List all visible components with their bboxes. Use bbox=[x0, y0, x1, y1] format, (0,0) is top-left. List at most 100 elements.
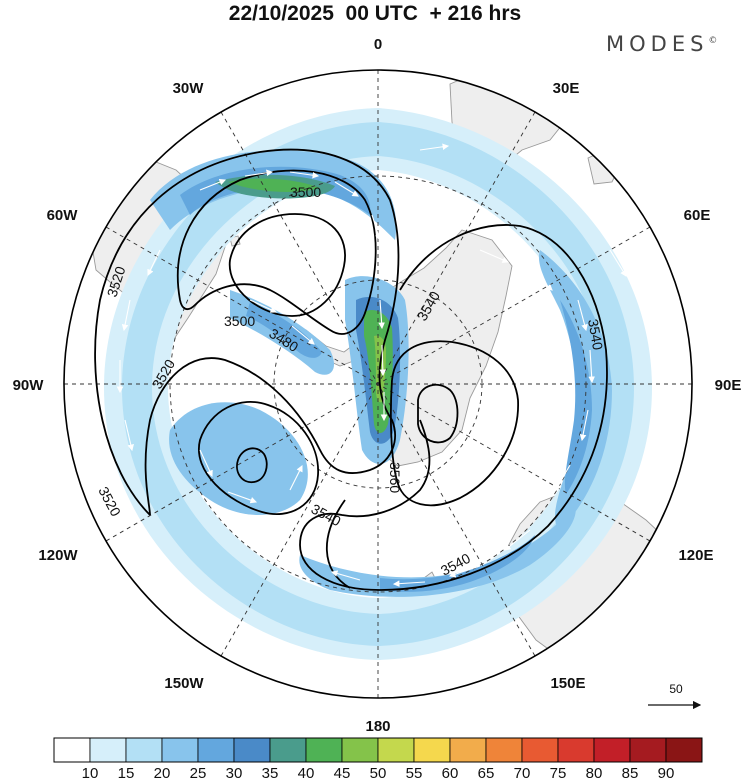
wind-arrow bbox=[147, 249, 161, 276]
colorbar-swatch bbox=[485, 737, 523, 763]
colorbar-boxes bbox=[53, 737, 703, 763]
jet-west-core bbox=[246, 302, 322, 358]
colorbar-swatch bbox=[341, 737, 379, 763]
colorbar-swatch bbox=[53, 737, 91, 763]
contour-3560-east bbox=[390, 340, 519, 507]
wind-arrow bbox=[199, 178, 227, 191]
wind-arrow bbox=[289, 171, 320, 179]
colorbar-swatch bbox=[629, 737, 667, 763]
geopotential-contours bbox=[94, 148, 608, 591]
wind-arrow bbox=[609, 249, 627, 277]
contour-3500 bbox=[176, 169, 377, 335]
colorbar-tick-label: 45 bbox=[334, 765, 351, 782]
colorbar-tick-label: 20 bbox=[154, 765, 171, 782]
wind-arrow bbox=[378, 299, 385, 330]
wind-arrow bbox=[334, 181, 359, 197]
wind-arrow bbox=[289, 465, 303, 491]
wind-arrow bbox=[371, 214, 382, 242]
colorbar-swatch bbox=[377, 737, 415, 763]
colorbar-swatch bbox=[89, 737, 127, 763]
colorbar-ticks: 10 15 20 25 30 35 40 45 50 55 60 65 70 75 80 85 90 bbox=[82, 765, 675, 782]
colorbar-swatch bbox=[521, 737, 559, 763]
wind-vectors bbox=[116, 143, 627, 621]
wind-arrow bbox=[577, 299, 588, 332]
colorbar-swatch bbox=[125, 737, 163, 763]
colorbar-tick-label: 75 bbox=[550, 765, 567, 782]
brand-logo: MODES© bbox=[606, 32, 717, 56]
wind-arrow bbox=[579, 409, 589, 442]
lon-label-0: 0 bbox=[374, 36, 382, 53]
brand-mark: © bbox=[708, 36, 718, 46]
jet-north-core bbox=[180, 166, 371, 215]
wind-arrow bbox=[199, 449, 213, 477]
colorbar-swatch bbox=[269, 737, 307, 763]
wind-arrow bbox=[249, 299, 277, 313]
wind-arrow bbox=[291, 325, 315, 345]
wind-arrow bbox=[330, 570, 361, 581]
colorbar-tick-label: 30 bbox=[226, 765, 243, 782]
meridian-60e-120w bbox=[105, 226, 651, 542]
colorbar-tick-label: 85 bbox=[622, 765, 639, 782]
lon-label-30e: 30E bbox=[553, 80, 580, 97]
colorbar-tick-label: 50 bbox=[370, 765, 387, 782]
wind-arrow bbox=[124, 419, 134, 452]
wind-arrow bbox=[529, 269, 553, 291]
contour-3540-west bbox=[197, 401, 319, 516]
map-disk: 3500 3500 3480 3520 3520 3520 3540 3540 … bbox=[64, 70, 692, 698]
wind-arrow bbox=[227, 491, 258, 504]
colorbar-swatch bbox=[197, 737, 235, 763]
wind-arrow bbox=[244, 169, 274, 177]
wind-arrow bbox=[588, 349, 595, 384]
colorbar-frame bbox=[53, 737, 703, 763]
colorbar-tick-label: 90 bbox=[658, 765, 675, 782]
wind-arrow bbox=[555, 464, 571, 491]
lon-label-90e: 90E bbox=[715, 377, 742, 394]
map-title: 22/10/2025 00 UTC + 216 hrs bbox=[228, 2, 522, 25]
wind-arrow bbox=[419, 143, 450, 151]
colorbar-tick-label: 80 bbox=[586, 765, 603, 782]
colorbar-swatch bbox=[413, 737, 451, 763]
colorbar-swatch bbox=[665, 737, 703, 763]
lon-label-60w: 60W bbox=[47, 207, 79, 224]
wind-arrow bbox=[121, 299, 131, 332]
contour-label: 3560 bbox=[387, 462, 403, 493]
colorbar-tick-label: 35 bbox=[262, 765, 279, 782]
colorbar-tick-label: 65 bbox=[478, 765, 495, 782]
lon-label-180: 180 bbox=[365, 718, 390, 735]
contour-3540-south bbox=[325, 499, 351, 589]
contour-label: 3500 bbox=[290, 184, 321, 200]
lon-label-60e: 60E bbox=[684, 207, 711, 224]
wind-arrow bbox=[504, 529, 531, 551]
colorbar-tick-label: 40 bbox=[298, 765, 315, 782]
colorbar: 10 15 20 25 30 35 40 45 50 55 60 65 70 75 80 85 90 bbox=[53, 737, 703, 782]
colorbar-swatch bbox=[449, 737, 487, 763]
colorbar-swatch bbox=[593, 737, 631, 763]
contour-3540-east bbox=[299, 224, 608, 591]
lon-label-90w: 90W bbox=[13, 377, 45, 394]
wind-arrow bbox=[159, 599, 187, 621]
lon-label-150e: 150E bbox=[550, 675, 585, 692]
reference-vector: 50 bbox=[648, 682, 702, 710]
longitude-labels: 0 30E 60E 90E 120E 150E 180 150W 120W 90… bbox=[13, 36, 742, 735]
jet-east-band bbox=[538, 250, 612, 530]
colorbar-tick-label: 25 bbox=[190, 765, 207, 782]
jet-north-peak bbox=[228, 178, 320, 192]
wind-arrow bbox=[379, 344, 387, 377]
jet-east-core bbox=[560, 300, 592, 494]
colorbar-swatch bbox=[305, 737, 343, 763]
lon-label-150w: 150W bbox=[164, 675, 204, 692]
colorbar-tick-label: 70 bbox=[514, 765, 531, 782]
jet-south-band bbox=[299, 505, 576, 597]
contour-3480 bbox=[228, 213, 346, 317]
colorbar-tick-label: 15 bbox=[118, 765, 135, 782]
contour-label: 3500 bbox=[224, 313, 255, 329]
lon-label-120e: 120E bbox=[678, 547, 713, 564]
colorbar-swatch bbox=[557, 737, 595, 763]
colorbar-tick-label: 10 bbox=[82, 765, 99, 782]
brand-name: MODES bbox=[606, 32, 709, 56]
colorbar-swatch bbox=[161, 737, 199, 763]
lon-label-30w: 30W bbox=[173, 80, 205, 97]
contour-3520-outer bbox=[94, 148, 400, 516]
contour-3560-west bbox=[236, 447, 268, 484]
